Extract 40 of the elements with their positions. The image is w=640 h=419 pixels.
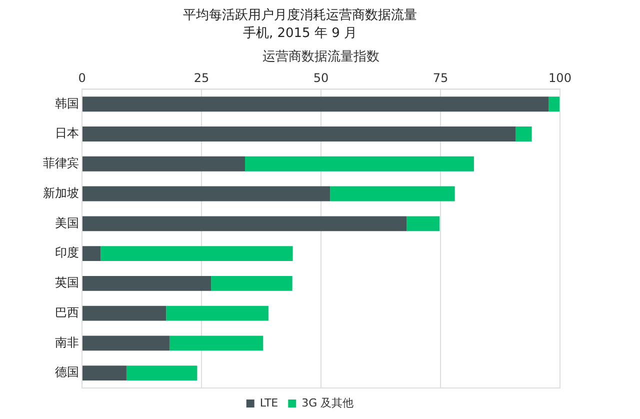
x-tick-label: 100 bbox=[548, 71, 572, 86]
bar bbox=[245, 156, 474, 172]
legend-label: 3G 及其他 bbox=[302, 396, 354, 410]
y-tick-label: 菲律宾 bbox=[43, 156, 79, 170]
chart-title: 平均每活跃用户月度消耗运营商数据流量 bbox=[183, 7, 417, 24]
bar bbox=[126, 366, 198, 381]
y-tick-label: 日本 bbox=[55, 126, 79, 140]
bar bbox=[211, 276, 292, 291]
bar bbox=[82, 96, 549, 112]
bar bbox=[330, 186, 455, 202]
y-tick-label: 巴西 bbox=[55, 305, 79, 320]
bar bbox=[82, 216, 407, 232]
y-tick-label: 韩国 bbox=[55, 96, 79, 110]
bar bbox=[548, 96, 560, 112]
chart-subtitle: 手机, 2015 年 9 月 bbox=[242, 26, 358, 41]
bar bbox=[82, 276, 212, 291]
bar bbox=[516, 126, 532, 142]
bar bbox=[82, 156, 245, 172]
bar bbox=[82, 336, 170, 351]
y-tick-label: 印度 bbox=[55, 246, 79, 260]
bar bbox=[82, 126, 516, 142]
bar bbox=[406, 216, 440, 232]
x-tick-label: 0 bbox=[78, 71, 86, 86]
bar bbox=[166, 306, 268, 321]
legend-label: LTE bbox=[260, 396, 278, 410]
bar bbox=[169, 336, 264, 351]
x-axis-title: 运营商数据流量指数 bbox=[262, 48, 380, 64]
bar bbox=[82, 186, 330, 202]
bar bbox=[82, 306, 166, 321]
x-tick-label: 75 bbox=[432, 71, 448, 86]
bar bbox=[82, 366, 126, 381]
bar bbox=[82, 246, 101, 262]
y-tick-label: 新加坡 bbox=[43, 186, 79, 200]
bar bbox=[100, 246, 293, 262]
y-tick-label: 英国 bbox=[55, 276, 79, 290]
x-tick-label: 50 bbox=[313, 71, 329, 86]
y-tick-label: 德国 bbox=[55, 365, 79, 380]
y-tick-label: 美国 bbox=[55, 216, 79, 230]
x-tick-label: 25 bbox=[194, 71, 210, 86]
y-tick-label: 南非 bbox=[55, 335, 79, 350]
